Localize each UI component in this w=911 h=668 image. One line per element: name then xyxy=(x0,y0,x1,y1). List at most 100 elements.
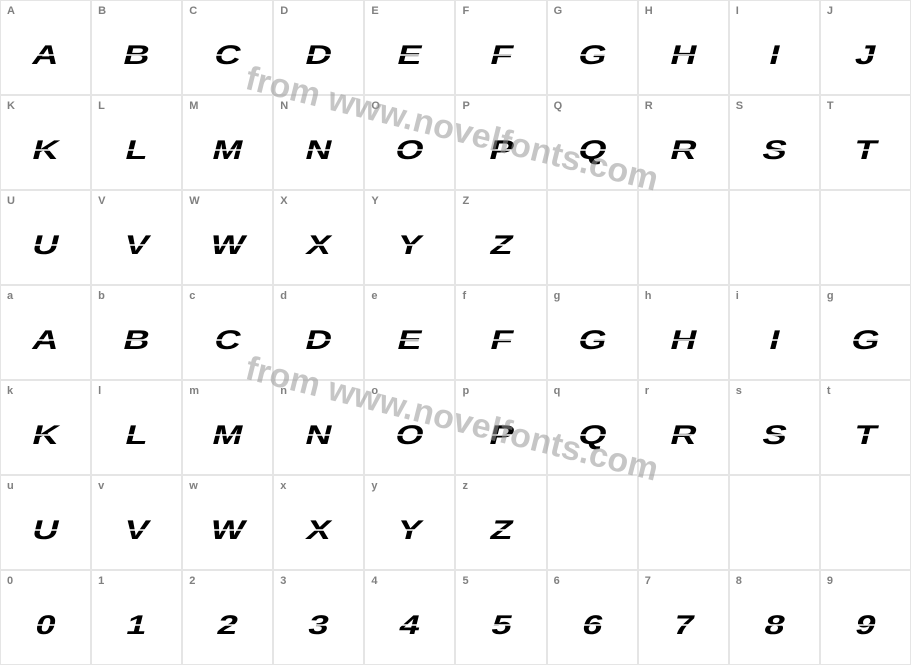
glyph-cell: yY xyxy=(364,475,455,570)
glyph-cell: oO xyxy=(364,380,455,475)
glyph: E xyxy=(394,39,425,71)
glyph-cell: gG xyxy=(820,285,911,380)
glyph: S xyxy=(759,134,790,166)
glyph: R xyxy=(667,419,700,451)
glyph-cell: SS xyxy=(729,95,820,190)
glyph: Z xyxy=(487,514,516,546)
glyph: 0 xyxy=(32,609,59,641)
glyph: U xyxy=(29,229,62,261)
glyph-cell: 88 xyxy=(729,570,820,665)
glyph-cell: DD xyxy=(273,0,364,95)
glyph: Z xyxy=(487,229,516,261)
glyph: 9 xyxy=(852,609,879,641)
glyph: I xyxy=(766,324,783,356)
glyph-cell: bB xyxy=(91,285,182,380)
glyph-cell: KK xyxy=(0,95,91,190)
glyph-cell: EE xyxy=(364,0,455,95)
glyph: C xyxy=(211,324,244,356)
glyph: 8 xyxy=(761,609,788,641)
glyph: L xyxy=(122,419,151,451)
glyph-cell: vV xyxy=(91,475,182,570)
glyph-cell: BB xyxy=(91,0,182,95)
glyph-cell: aA xyxy=(0,285,91,380)
glyph-cell: fF xyxy=(455,285,546,380)
glyph-cell xyxy=(638,475,729,570)
glyph: H xyxy=(667,324,700,356)
glyph: Q xyxy=(575,419,610,451)
glyph-cell: II xyxy=(729,0,820,95)
glyph: A xyxy=(29,324,62,356)
glyph: G xyxy=(575,324,610,356)
glyph-cell xyxy=(729,190,820,285)
glyph: D xyxy=(302,324,335,356)
glyph-cell: eE xyxy=(364,285,455,380)
glyph-cell: NN xyxy=(273,95,364,190)
glyph-cell: RR xyxy=(638,95,729,190)
glyph: E xyxy=(394,324,425,356)
glyph: V xyxy=(121,229,152,261)
glyph-cell xyxy=(820,190,911,285)
glyph-cell: 00 xyxy=(0,570,91,665)
glyph-cell: uU xyxy=(0,475,91,570)
glyph-cell: 55 xyxy=(455,570,546,665)
glyph-cell xyxy=(638,190,729,285)
glyph-cell: kK xyxy=(0,380,91,475)
glyph: B xyxy=(120,39,153,71)
glyph: K xyxy=(29,419,62,451)
glyph: O xyxy=(392,419,427,451)
glyph-cell: dD xyxy=(273,285,364,380)
glyph-cell: TT xyxy=(820,95,911,190)
glyph-cell: zZ xyxy=(455,475,546,570)
glyph: P xyxy=(486,419,517,451)
glyph-cell: GG xyxy=(547,0,638,95)
glyph-cell: 77 xyxy=(638,570,729,665)
glyph-cell: iI xyxy=(729,285,820,380)
glyph-cell: xX xyxy=(273,475,364,570)
glyph-cell: VV xyxy=(91,190,182,285)
glyph: X xyxy=(303,514,334,546)
glyph-cell: hH xyxy=(638,285,729,380)
glyph: Y xyxy=(394,229,425,261)
glyph-cell: OO xyxy=(364,95,455,190)
glyph-cell: MM xyxy=(182,95,273,190)
glyph: T xyxy=(851,134,880,166)
glyph: B xyxy=(120,324,153,356)
glyph-cell: 11 xyxy=(91,570,182,665)
glyph-cell: 44 xyxy=(364,570,455,665)
glyph: F xyxy=(487,39,516,71)
glyph: 5 xyxy=(488,609,515,641)
glyph: C xyxy=(211,39,244,71)
glyph: N xyxy=(302,419,335,451)
glyph-cell: mM xyxy=(182,380,273,475)
glyph-cell: qQ xyxy=(547,380,638,475)
glyph: S xyxy=(759,419,790,451)
glyph: 1 xyxy=(123,609,150,641)
glyph: I xyxy=(766,39,783,71)
glyph-cell: 66 xyxy=(547,570,638,665)
glyph: M xyxy=(209,419,246,451)
glyph: J xyxy=(852,39,879,71)
glyph: 7 xyxy=(670,609,697,641)
glyph: T xyxy=(851,419,880,451)
glyph: F xyxy=(487,324,516,356)
glyph-cell: cC xyxy=(182,285,273,380)
glyph: M xyxy=(209,134,246,166)
glyph: L xyxy=(122,134,151,166)
glyph-cell: wW xyxy=(182,475,273,570)
glyph: W xyxy=(207,514,248,546)
glyph-cell: WW xyxy=(182,190,273,285)
glyph-cell xyxy=(729,475,820,570)
glyph-cell: LL xyxy=(91,95,182,190)
glyph-cell: nN xyxy=(273,380,364,475)
glyph-cell: AA xyxy=(0,0,91,95)
glyph: O xyxy=(392,134,427,166)
glyph: 4 xyxy=(396,609,423,641)
glyph: K xyxy=(29,134,62,166)
glyph-cell: 33 xyxy=(273,570,364,665)
glyph: G xyxy=(848,324,883,356)
glyph-cell: CC xyxy=(182,0,273,95)
glyph: 3 xyxy=(305,609,332,641)
glyph: D xyxy=(302,39,335,71)
glyph: 2 xyxy=(214,609,241,641)
glyph: P xyxy=(486,134,517,166)
